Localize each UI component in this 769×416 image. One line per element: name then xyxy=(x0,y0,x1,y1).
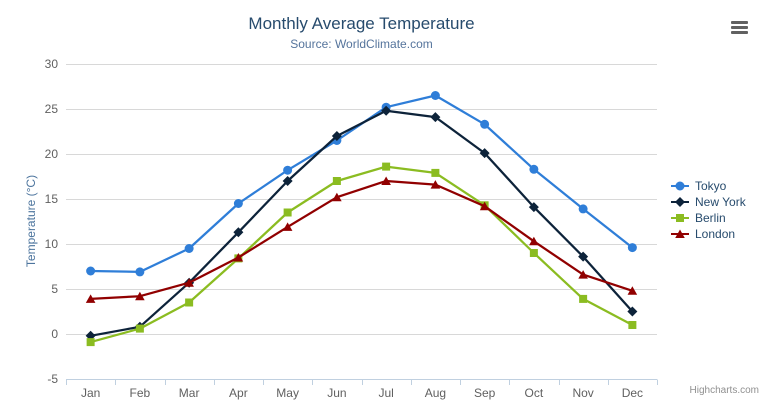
circle-legend-marker-icon xyxy=(671,181,689,191)
data-point[interactable] xyxy=(628,321,637,329)
data-point[interactable] xyxy=(332,192,342,202)
data-point[interactable] xyxy=(381,105,392,116)
x-axis-label: Dec xyxy=(622,386,643,400)
triangle-legend-marker-icon xyxy=(671,229,689,239)
x-axis-label: Aug xyxy=(425,386,446,400)
series-line xyxy=(89,109,634,337)
data-point[interactable] xyxy=(381,176,391,186)
legend-item-berlin[interactable]: Berlin xyxy=(670,210,746,226)
legend-item-label: Berlin xyxy=(695,211,726,225)
x-axis-label: Jan xyxy=(81,386,100,400)
chart-subtitle: Source: WorldClimate.com xyxy=(290,37,433,51)
data-point[interactable] xyxy=(135,267,145,277)
data-point[interactable] xyxy=(675,229,685,239)
data-point[interactable] xyxy=(283,165,293,175)
y-axis-label: 0 xyxy=(51,327,58,341)
data-point[interactable] xyxy=(233,199,243,208)
y-axis-label: -5 xyxy=(47,372,58,386)
data-point[interactable] xyxy=(331,131,342,141)
x-axis-label: Apr xyxy=(229,386,248,400)
x-axis-label: May xyxy=(276,386,299,400)
data-point[interactable] xyxy=(430,91,440,100)
data-point[interactable] xyxy=(479,201,490,211)
data-point[interactable] xyxy=(578,204,588,214)
series-tokyo[interactable] xyxy=(86,91,637,277)
x-axis-label: Sep xyxy=(474,386,496,400)
hamburger-icon xyxy=(731,25,748,29)
data-point[interactable] xyxy=(676,214,684,222)
data-point[interactable] xyxy=(627,243,637,253)
data-point[interactable] xyxy=(86,266,96,276)
hamburger-icon xyxy=(731,20,748,24)
data-point[interactable] xyxy=(479,148,490,159)
data-point[interactable] xyxy=(529,249,538,257)
y-axis-label: 20 xyxy=(45,147,59,161)
data-point[interactable] xyxy=(579,294,588,303)
data-point[interactable] xyxy=(282,222,293,231)
y-axis-label: 5 xyxy=(51,282,58,296)
data-point[interactable] xyxy=(382,162,391,171)
data-point[interactable] xyxy=(233,253,244,262)
legend: Tokyo New York Berlin London xyxy=(670,178,746,242)
legend-item-london[interactable]: London xyxy=(670,226,746,242)
data-point[interactable] xyxy=(85,294,96,303)
data-point[interactable] xyxy=(283,208,292,217)
legend-item-label: Tokyo xyxy=(695,179,727,193)
y-axis-label: 10 xyxy=(45,237,59,251)
series-line xyxy=(89,94,634,274)
data-point[interactable] xyxy=(430,180,441,189)
y-axis-label: 15 xyxy=(45,192,59,206)
diamond-legend-marker-icon xyxy=(671,197,689,207)
legend-item-label: London xyxy=(695,227,736,241)
y-axis-label: 30 xyxy=(45,57,59,71)
data-point[interactable] xyxy=(184,278,194,287)
y-axis-label: 25 xyxy=(45,102,59,116)
data-point[interactable] xyxy=(86,338,95,347)
data-point[interactable] xyxy=(184,244,194,253)
data-point[interactable] xyxy=(578,251,589,262)
data-point[interactable] xyxy=(627,306,638,317)
data-point[interactable] xyxy=(431,168,440,177)
data-point[interactable] xyxy=(135,324,144,333)
series-line xyxy=(89,165,634,344)
data-point[interactable] xyxy=(135,291,145,301)
data-point[interactable] xyxy=(332,177,341,185)
legend-item-tokyo[interactable]: Tokyo xyxy=(670,178,746,194)
data-point[interactable] xyxy=(430,112,441,123)
data-point[interactable] xyxy=(233,227,244,238)
data-point[interactable] xyxy=(529,164,539,174)
series-line xyxy=(89,179,634,301)
hamburger-icon xyxy=(731,30,748,34)
x-axis-label: Oct xyxy=(525,386,544,400)
data-point[interactable] xyxy=(282,176,293,186)
data-point[interactable] xyxy=(528,202,539,213)
export-menu-button[interactable] xyxy=(726,14,754,40)
x-axis-label: Jun xyxy=(327,386,346,400)
legend-item-new-york[interactable]: New York xyxy=(670,194,746,210)
x-axis-label: Feb xyxy=(130,386,151,400)
data-point[interactable] xyxy=(675,181,685,191)
x-axis-label: Mar xyxy=(179,386,200,400)
legend-item-label: New York xyxy=(695,195,746,209)
data-point[interactable] xyxy=(480,119,490,129)
credits-link[interactable]: Highcharts.com xyxy=(689,385,759,396)
square-legend-marker-icon xyxy=(671,214,689,222)
series-london[interactable] xyxy=(85,176,638,303)
data-point[interactable] xyxy=(675,197,685,207)
x-axis-label: Nov xyxy=(572,386,593,400)
data-point[interactable] xyxy=(578,270,588,279)
series-new-york[interactable] xyxy=(85,105,638,341)
chart-title: Monthly Average Temperature xyxy=(248,14,475,33)
data-point[interactable] xyxy=(529,236,539,246)
data-point[interactable] xyxy=(185,298,194,307)
data-point[interactable] xyxy=(627,286,638,295)
x-axis-label: Jul xyxy=(378,386,393,400)
